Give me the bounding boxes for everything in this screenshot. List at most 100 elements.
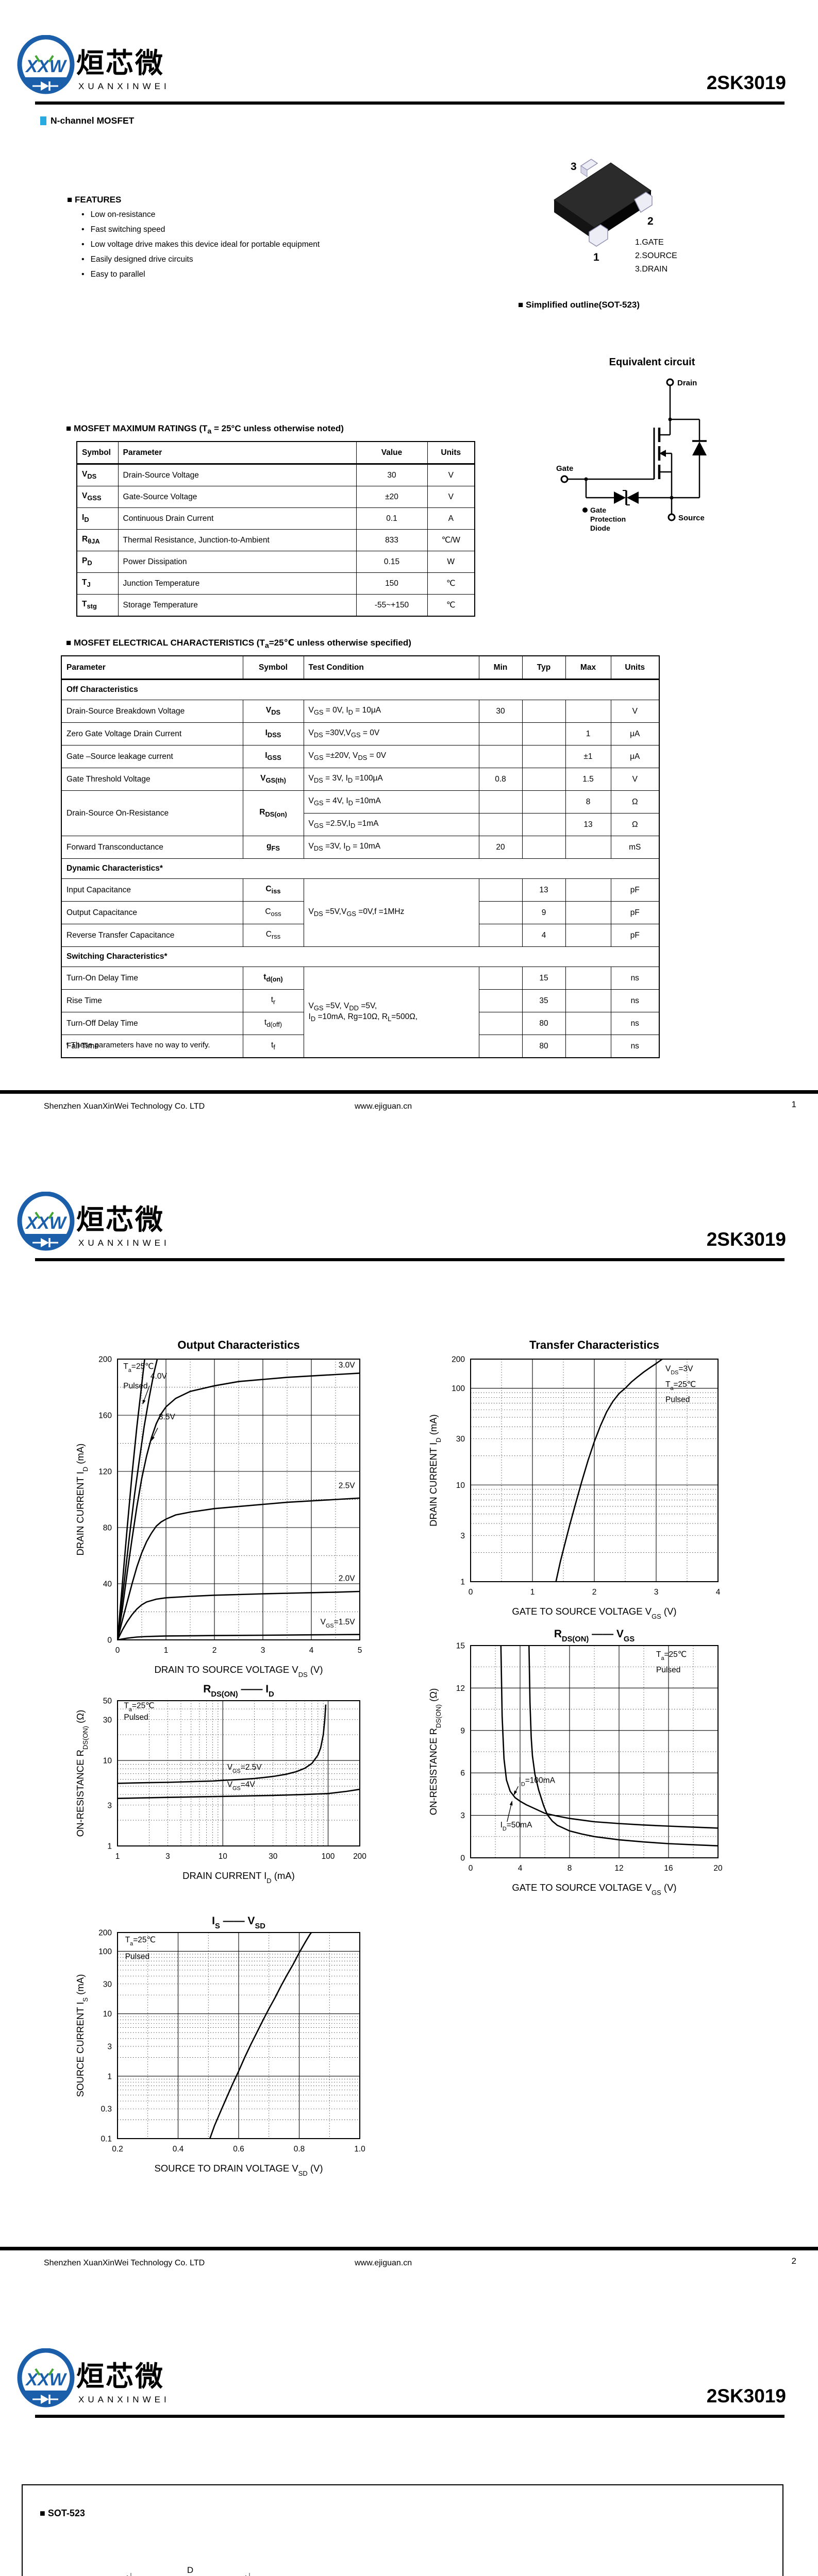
y-tick-label: 30 [103,1980,112,1989]
x-tick-label: 100 [322,1852,335,1861]
features-title: ■ FEATURES [67,195,122,205]
table-row: Rise Time tr 35 ns [61,989,660,1012]
table-cell: gFS [242,836,304,859]
column-header: Value [356,441,428,465]
table-cell: 35 [522,989,566,1012]
y-tick-label: 10 [103,1757,112,1766]
brand-chinese: 烜芯微 [76,2360,164,2393]
chart-title: Transfer Characteristics [529,1338,659,1351]
section-title: Switching Characteristics* [61,946,660,967]
section-title: Dynamic Characteristics* [61,858,660,879]
table-cell: ns [610,1012,660,1035]
table-cell: 0.1 [356,507,428,530]
y-axis-title: ON-RESISTANCE RDS(ON) (Ω) [75,1710,89,1837]
table-cell: pF [610,878,660,902]
table-cell: 8 [565,790,611,814]
annotation: 2.0V [339,1574,356,1583]
x-axis-title: SOURCE TO DRAIN VOLTAGE VSD (V) [154,2163,323,2177]
annotation: ID=50mA [500,1821,532,1832]
table-cell: ℃/W [427,529,475,551]
pin-name: 2.SOURCE [635,251,677,260]
chart-is-vs-vsd: IS —— VSD 0.2 0.4 0.6 0.8 1.0 0.1 0.3 1 3 10 30 100 2… [75,1915,365,2177]
x-axis-title: DRAIN CURRENT ID (mA) [182,1870,295,1885]
table-cell: Gate –Source leakage current [61,745,243,768]
table-cell [478,989,523,1012]
table-row: Drain-Source On-Resistance RDS(on) VGS = 4… [61,790,660,836]
y-tick-label: 0 [460,1854,465,1863]
page-3: XXW 烜芯微 XUANXINWEI 2SK3019 ■ SOT-523 [0,2313,818,2576]
annotation: 3.0V [339,1361,356,1369]
column-header: Symbol [242,655,304,680]
annotation: Ta=25℃ [124,1701,154,1713]
table-cell: Crss [242,924,304,947]
table-cell: Junction Temperature [118,572,357,595]
company-logo-icon: XXW [17,1192,75,1251]
table-cell [522,813,566,836]
table-cell [565,1035,611,1058]
table-cell: V [427,464,475,486]
table-cell: Turn-Off Delay Time [61,1012,243,1035]
part-number: 2SK3019 [706,2385,786,2406]
column-header: Parameter [61,655,243,680]
series-VGS=2.0V [118,1590,360,1640]
table-cell: VGS = 4V, ID =10mA [303,790,479,814]
y-tick-label: 0 [107,1636,112,1645]
x-tick-label: 4 [309,1646,314,1655]
table-cell: 80 [522,1035,566,1058]
header-divider [35,2415,784,2418]
y-tick-label: 30 [456,1435,465,1444]
table-cell: 30 [356,464,428,486]
table-cell [478,1012,523,1035]
y-tick-label: 10 [103,2010,112,2019]
x-tick-label: 1 [164,1646,169,1655]
header-divider [35,101,784,105]
section-row: Dynamic Characteristics* [61,858,660,879]
brand-chinese: 烜芯微 [76,1204,164,1236]
table-cell: VGS =±20V, VDS = 0V [303,745,479,768]
footer-page-number: 2 [791,2256,796,2266]
annotation: VGS=1.5V [321,1618,356,1629]
table-cell: td(on) [242,967,304,990]
y-tick-label: 15 [456,1642,465,1651]
brand-latin: XUANXINWEI [78,81,170,91]
max-ratings-heading: ■ MOSFET MAXIMUM RATINGS (Ta = 25°C unle… [66,423,344,436]
feature-item: Low on-resistance [81,210,397,219]
table-cell: μA [610,745,660,768]
gate-label: Gate [556,464,573,473]
table-row: VGSS Gate-Source Voltage ±20 V [76,486,475,508]
y-tick-label: 1 [107,2072,112,2081]
annotation: Pulsed [125,1953,149,1961]
protection-diode-label: Gate​Protection​Diode [590,506,626,532]
table-cell: Ω [610,790,660,814]
table-cell [522,836,566,859]
table-cell [522,722,566,745]
table-cell: -55~+150 [356,594,428,617]
y-tick-label: 100 [98,1947,112,1956]
pin2-number: 2 [647,215,654,227]
y-tick-label: 10 [456,1481,465,1490]
table-cell [478,745,523,768]
table-cell: Output Capacitance [61,901,243,924]
table-cell: Coss [242,901,304,924]
company-logo-icon: XXW [17,35,75,94]
table-cell [565,924,611,947]
x-tick-label: 12 [614,1864,623,1873]
x-tick-label: 0.6 [233,2145,244,2154]
table-cell: TJ [76,572,119,595]
table-note: * These parameters have no way to verify… [66,1041,210,1049]
logo-monogram: XXW [25,1213,67,1233]
annotation: VGS=2.5V [227,1763,262,1774]
table-cell: tf [242,1035,304,1058]
header-divider [35,1258,784,1261]
series-ID=100mA [528,1646,718,1846]
table-row: Gate –Source leakage current IGSS VGS =±20… [61,745,660,768]
dim-D-label: D [187,2565,193,2575]
x-axis-title: DRAIN TO SOURCE VOLTAGE VDS (V) [154,1664,323,1679]
elec-table: Parameter Symbol Test Condition Min Typ Max Un… [61,655,660,1058]
table-cell: ns [610,967,660,990]
table-cell [478,722,523,745]
table-cell: Input Capacitance [61,878,243,902]
table-row: TJ Junction Temperature 150 ℃ [76,572,475,595]
table-cell [565,878,611,902]
x-tick-label: 2 [592,1588,597,1597]
